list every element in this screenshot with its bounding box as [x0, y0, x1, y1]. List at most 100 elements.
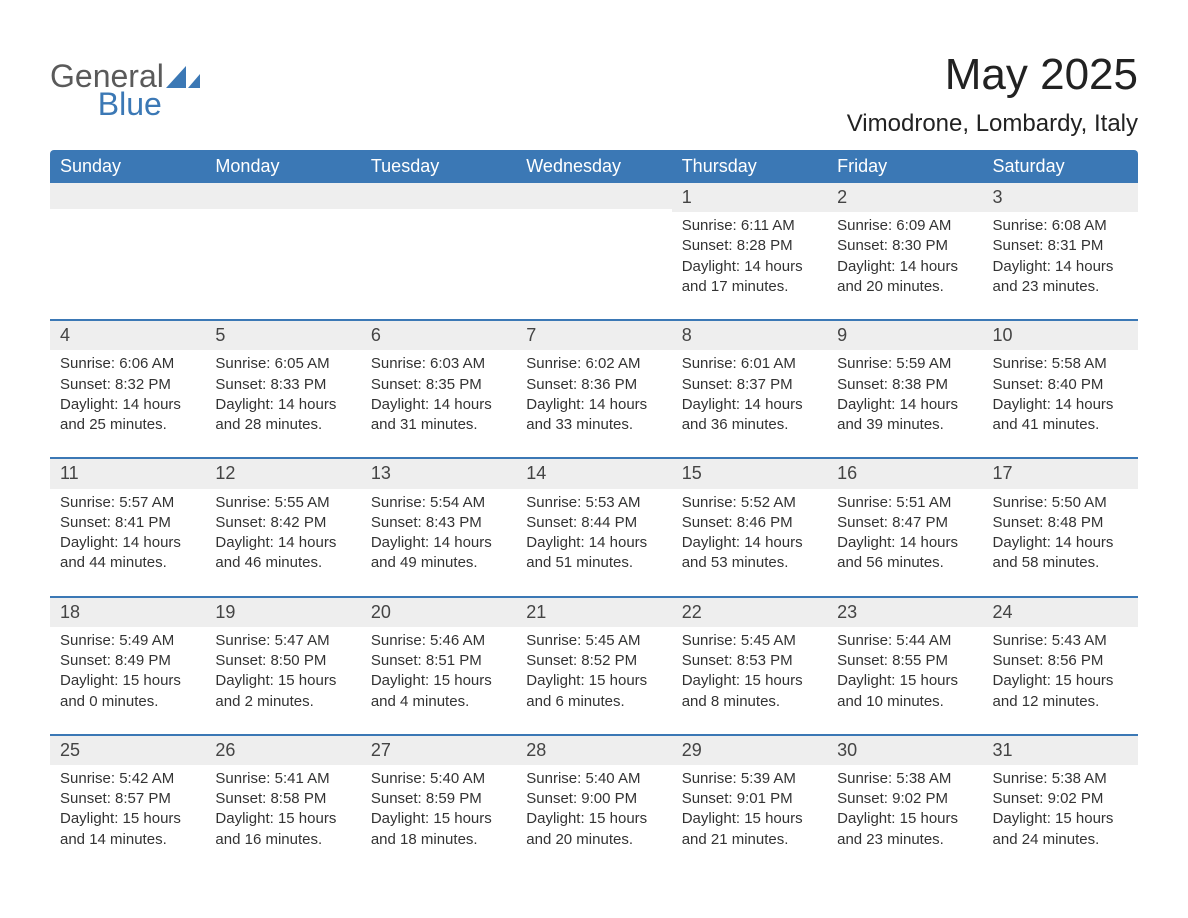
- sunrise-text: Sunrise: 5:44 AM: [837, 631, 972, 651]
- calendar-header-row: SundayMondayTuesdayWednesdayThursdayFrid…: [50, 150, 1138, 183]
- calendar-day-cell: 20Sunrise: 5:46 AMSunset: 8:51 PMDayligh…: [361, 597, 516, 735]
- daylight-text: Daylight: 14 hours and 58 minutes.: [993, 533, 1128, 574]
- sunset-text: Sunset: 8:53 PM: [682, 651, 817, 671]
- sunset-text: Sunset: 8:51 PM: [371, 651, 506, 671]
- sunrise-text: Sunrise: 6:05 AM: [215, 354, 350, 374]
- sunset-text: Sunset: 8:38 PM: [837, 375, 972, 395]
- day-number: 24: [983, 598, 1138, 627]
- logo-triangle-icon: [166, 66, 200, 88]
- day-details: Sunrise: 5:46 AMSunset: 8:51 PMDaylight:…: [361, 627, 516, 734]
- title-block: May 2025 Vimodrone, Lombardy, Italy: [847, 40, 1138, 144]
- calendar-day-cell: 15Sunrise: 5:52 AMSunset: 8:46 PMDayligh…: [672, 458, 827, 596]
- sunset-text: Sunset: 8:59 PM: [371, 789, 506, 809]
- daylight-text: Daylight: 14 hours and 51 minutes.: [526, 533, 661, 574]
- day-header: Friday: [827, 150, 982, 183]
- calendar-day-cell: 18Sunrise: 5:49 AMSunset: 8:49 PMDayligh…: [50, 597, 205, 735]
- sunrise-text: Sunrise: 5:38 AM: [837, 769, 972, 789]
- day-number: 6: [361, 321, 516, 350]
- sunrise-text: Sunrise: 5:53 AM: [526, 493, 661, 513]
- calendar-day-cell: 22Sunrise: 5:45 AMSunset: 8:53 PMDayligh…: [672, 597, 827, 735]
- sunset-text: Sunset: 9:00 PM: [526, 789, 661, 809]
- daylight-text: Daylight: 14 hours and 56 minutes.: [837, 533, 972, 574]
- daylight-text: Daylight: 15 hours and 2 minutes.: [215, 671, 350, 712]
- calendar-day-cell: 26Sunrise: 5:41 AMSunset: 8:58 PMDayligh…: [205, 735, 360, 872]
- sunset-text: Sunset: 8:37 PM: [682, 375, 817, 395]
- day-details: Sunrise: 5:49 AMSunset: 8:49 PMDaylight:…: [50, 627, 205, 734]
- sunrise-text: Sunrise: 5:59 AM: [837, 354, 972, 374]
- sunrise-text: Sunrise: 6:06 AM: [60, 354, 195, 374]
- calendar-day-cell: 8Sunrise: 6:01 AMSunset: 8:37 PMDaylight…: [672, 320, 827, 458]
- calendar-day-cell: 27Sunrise: 5:40 AMSunset: 8:59 PMDayligh…: [361, 735, 516, 872]
- daylight-text: Daylight: 14 hours and 36 minutes.: [682, 395, 817, 436]
- calendar-day-cell: 28Sunrise: 5:40 AMSunset: 9:00 PMDayligh…: [516, 735, 671, 872]
- calendar-day-cell: 1Sunrise: 6:11 AMSunset: 8:28 PMDaylight…: [672, 183, 827, 320]
- sunset-text: Sunset: 8:35 PM: [371, 375, 506, 395]
- generalblue-logo: General Blue: [50, 60, 200, 120]
- day-details: Sunrise: 6:01 AMSunset: 8:37 PMDaylight:…: [672, 350, 827, 457]
- sunrise-text: Sunrise: 6:01 AM: [682, 354, 817, 374]
- sunset-text: Sunset: 8:31 PM: [993, 236, 1128, 256]
- day-number: 29: [672, 736, 827, 765]
- day-number: 2: [827, 183, 982, 212]
- daylight-text: Daylight: 14 hours and 20 minutes.: [837, 257, 972, 298]
- day-details: Sunrise: 5:53 AMSunset: 8:44 PMDaylight:…: [516, 489, 671, 596]
- day-details: Sunrise: 5:42 AMSunset: 8:57 PMDaylight:…: [50, 765, 205, 872]
- day-number: 28: [516, 736, 671, 765]
- day-number: 27: [361, 736, 516, 765]
- calendar-day-cell: 30Sunrise: 5:38 AMSunset: 9:02 PMDayligh…: [827, 735, 982, 872]
- day-number: 4: [50, 321, 205, 350]
- day-details: Sunrise: 5:52 AMSunset: 8:46 PMDaylight:…: [672, 489, 827, 596]
- sunset-text: Sunset: 8:42 PM: [215, 513, 350, 533]
- sunrise-text: Sunrise: 5:40 AM: [371, 769, 506, 789]
- daylight-text: Daylight: 14 hours and 46 minutes.: [215, 533, 350, 574]
- day-details: Sunrise: 5:47 AMSunset: 8:50 PMDaylight:…: [205, 627, 360, 734]
- day-details: [50, 209, 205, 303]
- sunset-text: Sunset: 8:32 PM: [60, 375, 195, 395]
- calendar-day-cell: [361, 183, 516, 320]
- sunrise-text: Sunrise: 6:11 AM: [682, 216, 817, 236]
- sunset-text: Sunset: 8:40 PM: [993, 375, 1128, 395]
- daylight-text: Daylight: 15 hours and 16 minutes.: [215, 809, 350, 850]
- day-number: 25: [50, 736, 205, 765]
- calendar-day-cell: 2Sunrise: 6:09 AMSunset: 8:30 PMDaylight…: [827, 183, 982, 320]
- day-details: Sunrise: 5:38 AMSunset: 9:02 PMDaylight:…: [983, 765, 1138, 872]
- calendar-week-row: 11Sunrise: 5:57 AMSunset: 8:41 PMDayligh…: [50, 458, 1138, 596]
- sunset-text: Sunset: 8:52 PM: [526, 651, 661, 671]
- sunset-text: Sunset: 8:56 PM: [993, 651, 1128, 671]
- sunrise-text: Sunrise: 6:09 AM: [837, 216, 972, 236]
- calendar-body: 1Sunrise: 6:11 AMSunset: 8:28 PMDaylight…: [50, 183, 1138, 872]
- day-details: Sunrise: 5:59 AMSunset: 8:38 PMDaylight:…: [827, 350, 982, 457]
- location-subtitle: Vimodrone, Lombardy, Italy: [847, 110, 1138, 138]
- day-number: [50, 183, 205, 209]
- day-details: [361, 209, 516, 303]
- day-number: 8: [672, 321, 827, 350]
- day-number: [205, 183, 360, 209]
- day-details: Sunrise: 5:57 AMSunset: 8:41 PMDaylight:…: [50, 489, 205, 596]
- day-number: 31: [983, 736, 1138, 765]
- sunrise-text: Sunrise: 5:52 AM: [682, 493, 817, 513]
- sunrise-text: Sunrise: 6:08 AM: [993, 216, 1128, 236]
- sunset-text: Sunset: 8:47 PM: [837, 513, 972, 533]
- day-header: Thursday: [672, 150, 827, 183]
- sunset-text: Sunset: 8:28 PM: [682, 236, 817, 256]
- day-number: 12: [205, 459, 360, 488]
- day-details: Sunrise: 5:38 AMSunset: 9:02 PMDaylight:…: [827, 765, 982, 872]
- day-details: Sunrise: 5:41 AMSunset: 8:58 PMDaylight:…: [205, 765, 360, 872]
- day-details: Sunrise: 6:02 AMSunset: 8:36 PMDaylight:…: [516, 350, 671, 457]
- calendar-day-cell: 23Sunrise: 5:44 AMSunset: 8:55 PMDayligh…: [827, 597, 982, 735]
- daylight-text: Daylight: 15 hours and 12 minutes.: [993, 671, 1128, 712]
- sunrise-text: Sunrise: 6:03 AM: [371, 354, 506, 374]
- day-details: Sunrise: 6:05 AMSunset: 8:33 PMDaylight:…: [205, 350, 360, 457]
- daylight-text: Daylight: 14 hours and 23 minutes.: [993, 257, 1128, 298]
- day-details: Sunrise: 6:09 AMSunset: 8:30 PMDaylight:…: [827, 212, 982, 319]
- day-number: 21: [516, 598, 671, 627]
- calendar-week-row: 25Sunrise: 5:42 AMSunset: 8:57 PMDayligh…: [50, 735, 1138, 872]
- daylight-text: Daylight: 15 hours and 6 minutes.: [526, 671, 661, 712]
- sunrise-text: Sunrise: 5:45 AM: [526, 631, 661, 651]
- calendar-day-cell: 4Sunrise: 6:06 AMSunset: 8:32 PMDaylight…: [50, 320, 205, 458]
- calendar-day-cell: 13Sunrise: 5:54 AMSunset: 8:43 PMDayligh…: [361, 458, 516, 596]
- daylight-text: Daylight: 15 hours and 0 minutes.: [60, 671, 195, 712]
- day-number: 22: [672, 598, 827, 627]
- daylight-text: Daylight: 15 hours and 10 minutes.: [837, 671, 972, 712]
- day-header: Wednesday: [516, 150, 671, 183]
